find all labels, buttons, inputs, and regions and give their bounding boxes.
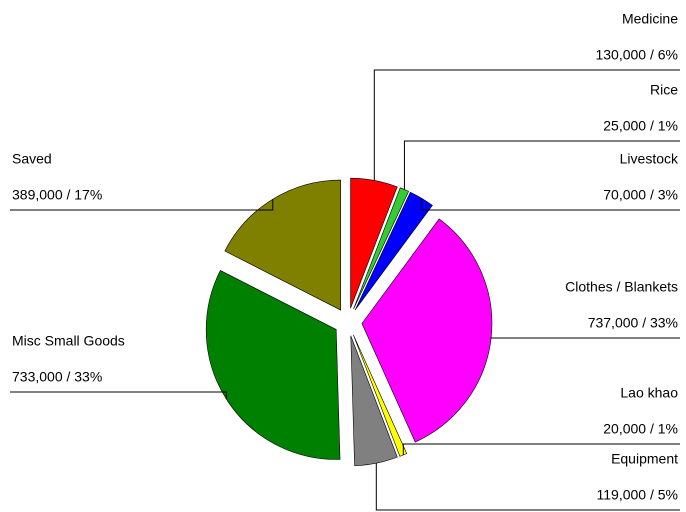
slice-label: Rice (650, 82, 678, 98)
value-label: 389,000 / 17% (12, 187, 102, 203)
slice-label: Livestock (620, 151, 679, 167)
leader-line (373, 69, 680, 181)
value-label: 733,000 / 33% (12, 369, 102, 385)
slice-label: Clothes / Blankets (565, 279, 678, 295)
leader-line (402, 443, 680, 455)
leader-line (421, 198, 680, 211)
leader-line (10, 391, 227, 400)
pie-slice (353, 187, 410, 310)
value-label: 70,000 / 3% (603, 187, 678, 203)
slice-label: Misc Small Goods (12, 333, 125, 349)
pie-slice (350, 177, 398, 309)
pie-slice (350, 335, 398, 466)
slice-label: Saved (12, 151, 52, 167)
slice-label: Equipment (611, 451, 678, 467)
value-label: 119,000 / 5% (597, 487, 678, 503)
pie-slice (353, 334, 408, 457)
pie-slice (361, 218, 493, 443)
leader-line (490, 337, 680, 339)
value-label: 25,000 / 1% (603, 118, 678, 134)
value-label: 737,000 / 33% (588, 315, 678, 331)
slice-label: Medicine (622, 11, 678, 27)
leader-line (403, 140, 680, 190)
leader-line (375, 463, 680, 511)
slice-label: Lao khao (620, 385, 678, 401)
leader-line (10, 199, 274, 211)
value-label: 130,000 / 6% (595, 47, 678, 63)
value-label: 20,000 / 1% (603, 421, 678, 437)
